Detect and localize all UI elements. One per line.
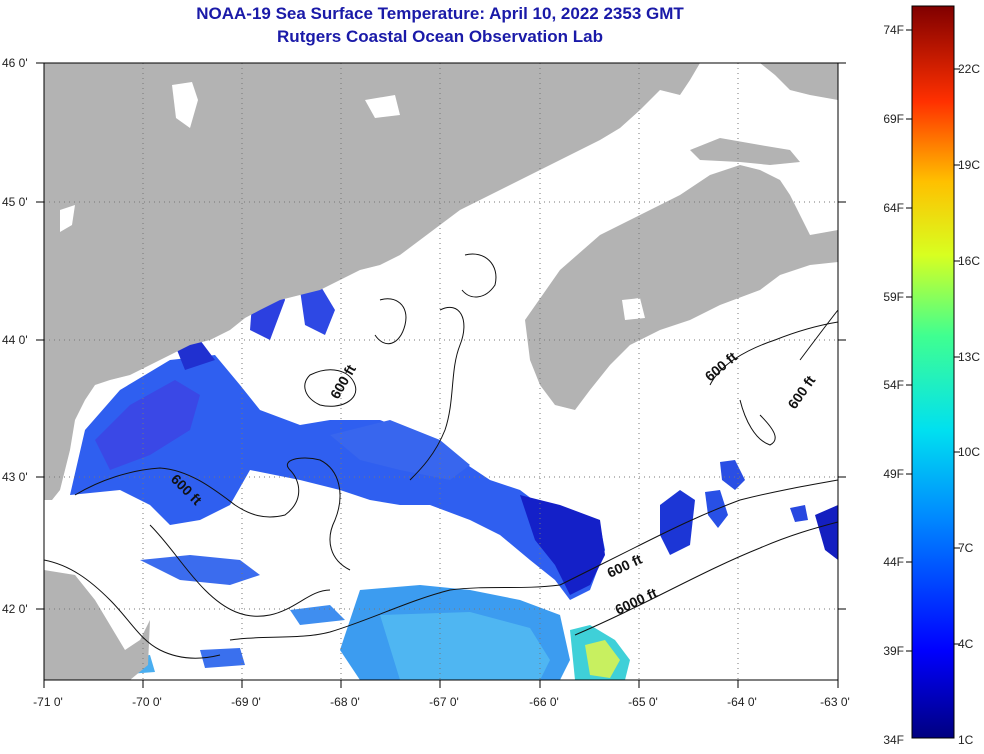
scale-label-celsius: 19C (958, 158, 980, 172)
lat-tick-label: 42 0' (2, 602, 28, 616)
scale-label-fahrenheit: 74F (883, 23, 904, 37)
lat-tick-label: 45 0' (2, 195, 28, 209)
map-frame (43, 62, 839, 681)
axis-ticks (36, 62, 846, 688)
lon-tick-label: -63 0' (820, 695, 850, 709)
lon-tick-label: -66 0' (529, 695, 559, 709)
map-subtitle: Rutgers Coastal Ocean Observation Lab (277, 27, 603, 46)
scale-label-fahrenheit: 64F (883, 201, 904, 215)
scale-label-celsius: 13C (958, 350, 980, 364)
color-scale-bar (911, 5, 955, 739)
bathymetry-contours (44, 253, 838, 659)
scale-label-fahrenheit: 69F (883, 112, 904, 126)
scale-label-fahrenheit: 39F (883, 644, 904, 658)
color-scale-ticks (906, 29, 960, 652)
lat-tick-label: 43 0' (2, 470, 28, 484)
lon-tick-label: -67 0' (429, 695, 459, 709)
sst-data-layer (70, 262, 838, 680)
lon-tick-label: -68 0' (330, 695, 360, 709)
scale-label-celsius: 1C (958, 733, 974, 747)
scale-label-fahrenheit: 59F (883, 290, 904, 304)
lon-tick-label: -70 0' (132, 695, 162, 709)
lat-tick-label: 46 0' (2, 56, 28, 70)
scale-label-fahrenheit: 54F (883, 378, 904, 392)
scale-label-celsius: 22C (958, 62, 980, 76)
lon-tick-label: -69 0' (231, 695, 261, 709)
map-title: NOAA-19 Sea Surface Temperature: April 1… (196, 4, 684, 23)
scale-label-celsius: 4C (958, 637, 974, 651)
lon-tick-label: -71 0' (33, 695, 63, 709)
scale-label-fahrenheit: 44F (883, 555, 904, 569)
lat-tick-label: 44 0' (2, 333, 28, 347)
scale-label-fahrenheit: 49F (883, 467, 904, 481)
scale-label-celsius: 16C (958, 254, 980, 268)
scale-label-celsius: 10C (958, 445, 980, 459)
lon-tick-label: -65 0' (628, 695, 658, 709)
scale-label-celsius: 7C (958, 541, 974, 555)
land-layer (44, 63, 838, 680)
lon-tick-label: -64 0' (727, 695, 757, 709)
scale-label-fahrenheit: 34F (883, 733, 904, 747)
